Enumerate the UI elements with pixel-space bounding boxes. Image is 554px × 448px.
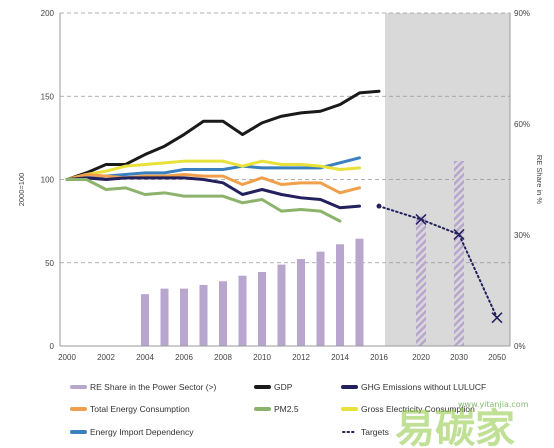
- target-bar: [416, 216, 426, 346]
- legend: RE Share in the Power Sector (>) GDP GHG E…: [70, 382, 486, 437]
- series-line: [65, 173, 361, 195]
- target-marker: [491, 312, 503, 324]
- left-tick-label: 100: [41, 176, 55, 185]
- axes: 0 50 100 150 200 0% 30% 60% 90% 2000 2002 2004 2006 2…: [17, 9, 544, 362]
- series-line: [65, 156, 361, 181]
- x-tick-label: 2050: [488, 353, 506, 362]
- re-share-bar: [355, 238, 364, 346]
- watermark-logo: 易碳家: [395, 406, 515, 448]
- target-marker: [415, 213, 427, 225]
- re-share-bar: [336, 244, 344, 346]
- legend-label: Total Energy Consumption: [90, 404, 190, 414]
- re-share-bars: [141, 161, 464, 346]
- series-lines: [65, 89, 503, 324]
- series-line: [65, 159, 361, 181]
- target-bar: [454, 161, 464, 346]
- re-share-bar: [238, 275, 247, 346]
- legend-label: Targets: [361, 427, 389, 437]
- legend-label: PM2.5: [274, 404, 299, 414]
- re-share-bar: [219, 281, 227, 346]
- x-tick-label: 2030: [450, 353, 468, 362]
- x-tick-label: 2020: [412, 353, 430, 362]
- x-tick-label: 2006: [175, 353, 193, 362]
- right-tick-label: 90%: [514, 9, 530, 18]
- legend-label: Energy Import Dependency: [90, 427, 194, 437]
- re-share-bar: [180, 288, 188, 346]
- x-tick-label: 2004: [136, 353, 154, 362]
- x-tick-label: 2012: [292, 353, 310, 362]
- re-share-bar: [316, 251, 325, 346]
- watermark-url: www.yitanjia.com: [458, 400, 529, 409]
- left-tick-label: 50: [45, 259, 54, 268]
- series-line: [65, 89, 381, 181]
- target-line: [378, 205, 498, 319]
- x-tick-label: 2002: [97, 353, 115, 362]
- series-line: [65, 178, 342, 223]
- x-tick-label: 2014: [331, 353, 349, 362]
- x-tick-label: 2010: [253, 353, 271, 362]
- left-tick-label: 0: [50, 342, 55, 351]
- target-marker: [453, 228, 465, 240]
- series-line: [65, 176, 361, 210]
- legend-label: GDP: [274, 382, 293, 392]
- x-tick-label: 2016: [370, 353, 388, 362]
- re-share-bar: [141, 294, 149, 346]
- right-tick-label: 60%: [514, 120, 530, 129]
- x-tick-label: 2000: [58, 353, 76, 362]
- re-share-bar: [297, 259, 305, 346]
- gridlines: [60, 12, 510, 264]
- legend-label: Gross Electricity Consumption: [361, 404, 475, 414]
- left-tick-label: 150: [41, 92, 55, 101]
- re-share-bar: [199, 284, 208, 346]
- right-tick-label: 0%: [514, 342, 526, 351]
- right-tick-label: 30%: [514, 231, 530, 240]
- left-tick-label: 200: [41, 9, 55, 18]
- legend-label: RE Share in the Power Sector (>): [90, 382, 217, 392]
- target-start-point: [376, 203, 382, 209]
- re-share-bar: [160, 288, 169, 346]
- legend-label: GHG Emissions without LULUCF: [361, 382, 486, 392]
- re-share-bar: [277, 264, 286, 346]
- re-share-bar: [258, 272, 266, 346]
- x-tick-label: 2008: [214, 353, 232, 362]
- right-axis-title: RE Share in %: [535, 155, 544, 205]
- left-axis-title: 2000=100: [17, 173, 26, 207]
